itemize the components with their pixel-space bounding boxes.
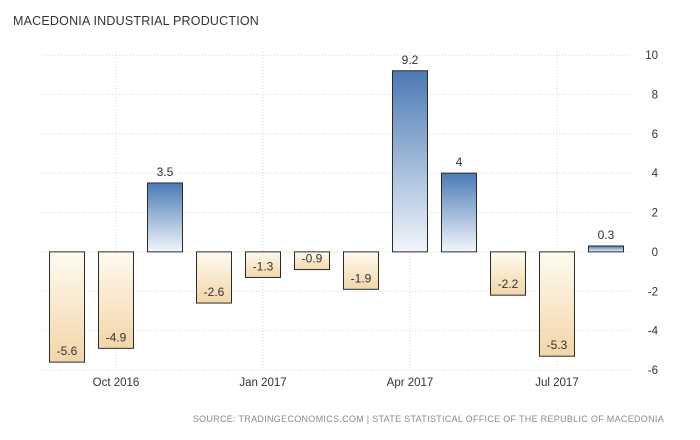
- bar: [539, 251, 575, 357]
- y-tick-label: -2: [648, 286, 658, 298]
- bar-value-label: -2.2: [498, 277, 519, 291]
- bar-value-label: 9.2: [402, 53, 419, 67]
- bar-value-label: -5.3: [547, 338, 568, 352]
- y-tick-label: 0: [652, 247, 658, 259]
- bar: [98, 251, 134, 349]
- bar-value-label: 0.3: [598, 228, 615, 242]
- bar: [392, 70, 428, 253]
- bar-value-label: -4.9: [106, 330, 127, 344]
- y-tick-label: -4: [648, 326, 659, 338]
- bar: [196, 251, 232, 304]
- bar-value-label: -2.6: [204, 285, 225, 299]
- y-tick-label: 2: [652, 208, 658, 220]
- x-tick-label: Apr 2017: [387, 377, 434, 389]
- x-tick-label: Oct 2016: [93, 377, 140, 389]
- y-tick-label: 10: [645, 50, 658, 62]
- chart-source-note: SOURCE: TRADINGECONOMICS.COM | STATE STA…: [192, 414, 664, 424]
- chart-title: MACEDONIA INDUSTRIAL PRODUCTION: [13, 14, 260, 28]
- y-tick-label: 8: [652, 89, 658, 101]
- x-tick-label: Jan 2017: [239, 377, 286, 389]
- x-tick-label: Jul 2017: [535, 377, 578, 389]
- y-tick-label: 6: [652, 129, 658, 141]
- bar-value-label: -0.9: [302, 252, 323, 266]
- bar: [343, 251, 379, 290]
- bar: [294, 251, 330, 271]
- bar: [49, 251, 85, 363]
- bar: [441, 172, 477, 253]
- bar: [147, 182, 183, 253]
- bar-value-label: 3.5: [157, 165, 174, 179]
- bar: [588, 245, 624, 253]
- bar: [245, 251, 281, 278]
- bar-value-label: -1.3: [253, 259, 274, 273]
- bar-value-label: -1.9: [351, 271, 372, 285]
- y-tick-label: -6: [648, 365, 658, 377]
- bar-value-label: 4: [456, 155, 463, 169]
- y-tick-label: 4: [652, 168, 659, 180]
- bar-value-label: -5.6: [57, 344, 78, 358]
- bar: [490, 251, 526, 296]
